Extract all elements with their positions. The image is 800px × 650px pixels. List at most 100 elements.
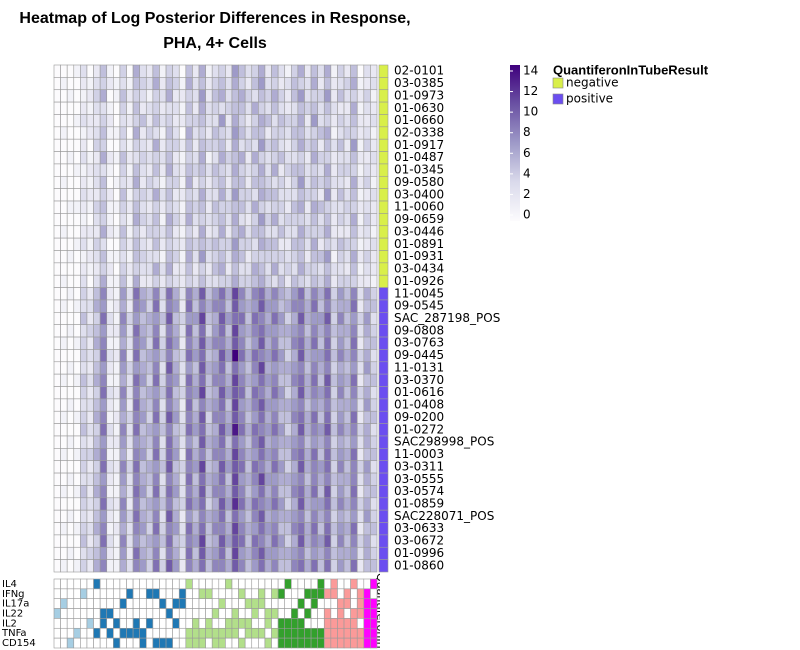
heatmap-cell bbox=[310, 336, 318, 350]
annotation-cell bbox=[165, 627, 173, 639]
heatmap-cell bbox=[277, 262, 286, 276]
heatmap-cell bbox=[244, 497, 253, 511]
heatmap-cell bbox=[337, 435, 345, 449]
heatmap-cell bbox=[356, 559, 365, 573]
annotation-cell bbox=[297, 588, 305, 600]
heatmap-cell bbox=[343, 361, 351, 375]
heatmap-cell bbox=[330, 237, 338, 251]
heatmap-cell bbox=[211, 213, 220, 227]
heatmap-cell bbox=[225, 423, 233, 437]
heatmap-cell bbox=[53, 287, 61, 301]
heatmap-cell bbox=[297, 509, 305, 523]
heatmap-cell bbox=[330, 336, 338, 350]
heatmap-cell bbox=[225, 386, 233, 400]
heatmap-cell bbox=[370, 485, 378, 499]
heatmap-cell bbox=[225, 262, 233, 276]
heatmap-cell bbox=[86, 386, 94, 400]
heatmap-cell bbox=[225, 126, 233, 140]
heatmap-cell bbox=[192, 151, 200, 165]
heatmap-cell bbox=[99, 287, 108, 301]
heatmap-cell bbox=[317, 410, 325, 424]
annotation-cell bbox=[211, 588, 220, 600]
heatmap-cell bbox=[291, 410, 299, 424]
heatmap-cell bbox=[258, 497, 266, 511]
heatmap-cell bbox=[258, 349, 266, 363]
heatmap-cell bbox=[251, 237, 259, 251]
annotation-cell bbox=[185, 588, 193, 600]
heatmap-cell bbox=[152, 534, 160, 548]
heatmap-cell bbox=[66, 485, 75, 499]
annotation-cell bbox=[231, 608, 239, 619]
annotation-cell bbox=[238, 578, 246, 590]
colorbar bbox=[510, 65, 520, 221]
annotation-cell bbox=[284, 608, 292, 619]
heatmap-cell bbox=[113, 485, 121, 499]
annotation-cell bbox=[159, 608, 167, 619]
heatmap-cell bbox=[119, 472, 127, 486]
heatmap-cell bbox=[159, 472, 167, 486]
row-label: 03-0555 bbox=[394, 472, 444, 486]
heatmap-cell bbox=[126, 188, 134, 202]
row-label: 03-0311 bbox=[394, 459, 444, 473]
heatmap-cell bbox=[363, 373, 371, 387]
heatmap-cell bbox=[126, 435, 134, 449]
annotation-cell bbox=[211, 608, 220, 619]
heatmap-cell bbox=[297, 448, 305, 462]
heatmap-cell bbox=[93, 373, 101, 387]
heatmap-cell bbox=[337, 250, 345, 264]
heatmap-cell bbox=[93, 163, 101, 177]
heatmap-cell bbox=[231, 262, 239, 276]
heatmap-cell bbox=[165, 423, 173, 437]
heatmap-cell bbox=[310, 448, 318, 462]
heatmap-cell bbox=[323, 485, 332, 499]
heatmap-cell bbox=[238, 386, 246, 400]
heatmap-cell bbox=[60, 361, 68, 375]
heatmap-cell bbox=[119, 163, 127, 177]
heatmap-cell bbox=[66, 509, 75, 523]
heatmap-cell bbox=[178, 559, 187, 573]
heatmap-cell bbox=[271, 237, 279, 251]
heatmap-cell bbox=[139, 89, 147, 103]
heatmap-cell bbox=[99, 472, 108, 486]
heatmap-cell bbox=[198, 274, 206, 288]
annotation-cell bbox=[251, 618, 259, 629]
heatmap-cell bbox=[53, 163, 61, 177]
heatmap-cell bbox=[258, 534, 266, 548]
heatmap-cell bbox=[363, 534, 371, 548]
annotation-cell bbox=[291, 627, 299, 639]
heatmap-cell bbox=[165, 250, 173, 264]
heatmap-cell bbox=[185, 287, 193, 301]
heatmap-cell bbox=[99, 101, 108, 115]
heatmap-cell bbox=[284, 200, 292, 214]
heatmap-cell bbox=[330, 287, 338, 301]
heatmap-cell bbox=[66, 336, 75, 350]
heatmap-cell bbox=[132, 423, 140, 437]
heatmap-cell bbox=[93, 237, 101, 251]
heatmap-cell bbox=[317, 114, 325, 128]
annotation-cell bbox=[205, 618, 213, 629]
heatmap-cell bbox=[60, 225, 68, 239]
heatmap-cell bbox=[297, 188, 305, 202]
heatmap-cell bbox=[66, 77, 75, 91]
heatmap-cell bbox=[271, 287, 279, 301]
heatmap-cell bbox=[218, 460, 226, 474]
heatmap-cell bbox=[159, 312, 167, 325]
heatmap-cell bbox=[106, 336, 114, 350]
heatmap-cell bbox=[172, 225, 180, 239]
heatmap-cell bbox=[60, 448, 68, 462]
annotation-cell bbox=[119, 618, 127, 629]
annotation-cell bbox=[66, 618, 75, 629]
heatmap-cell bbox=[178, 448, 187, 462]
heatmap-cell bbox=[244, 287, 253, 301]
heatmap-cell bbox=[172, 262, 180, 276]
annotation-cell bbox=[178, 627, 187, 639]
heatmap-cell bbox=[93, 262, 101, 276]
row-group-cell bbox=[378, 497, 389, 511]
heatmap-cell bbox=[350, 435, 358, 449]
heatmap-cell bbox=[126, 250, 134, 264]
heatmap-cell bbox=[231, 126, 239, 140]
heatmap-cell bbox=[185, 299, 193, 313]
annotation-cell bbox=[132, 637, 140, 649]
heatmap-cell bbox=[119, 435, 127, 449]
heatmap-cell bbox=[66, 472, 75, 486]
